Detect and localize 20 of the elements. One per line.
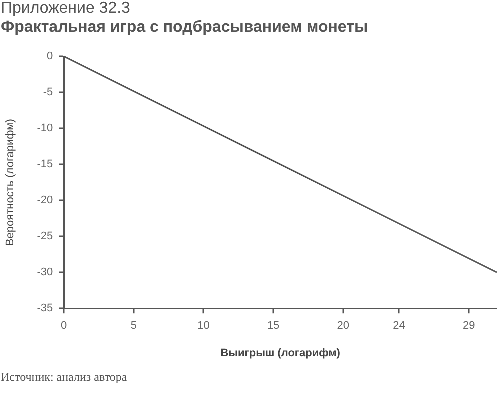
x-tick-label: 5	[130, 320, 137, 332]
x-tick-label: 29	[462, 320, 476, 332]
y-tick-label: -10	[37, 122, 54, 135]
x-tick-label: 24	[393, 320, 406, 332]
chart-subtitle: Фрактальная игра с подбрасыванием монеты	[1, 19, 368, 37]
y-tick-label: -15	[37, 158, 54, 171]
y-tick-label: -20	[37, 194, 54, 207]
x-tick-label: 0	[61, 320, 68, 332]
y-axis-title: Вероятность (логарифм)	[4, 119, 17, 246]
y-tick-label: 0	[46, 50, 54, 63]
y-tick-label: -35	[37, 302, 54, 315]
text: Источник: анализ автора	[1, 370, 128, 385]
y-tick-label: -30	[37, 266, 54, 279]
x-tick-label: 10	[198, 320, 210, 332]
x-tick-label: 20	[337, 320, 350, 332]
y-tick-label: -5	[43, 86, 54, 99]
x-axis-title: Выигрыш (логарифм)	[220, 347, 341, 360]
x-tick-label: 15	[267, 320, 280, 332]
y-tick-label: -25	[37, 230, 54, 243]
chart-title: Приложение 32.3	[1, 0, 130, 18]
